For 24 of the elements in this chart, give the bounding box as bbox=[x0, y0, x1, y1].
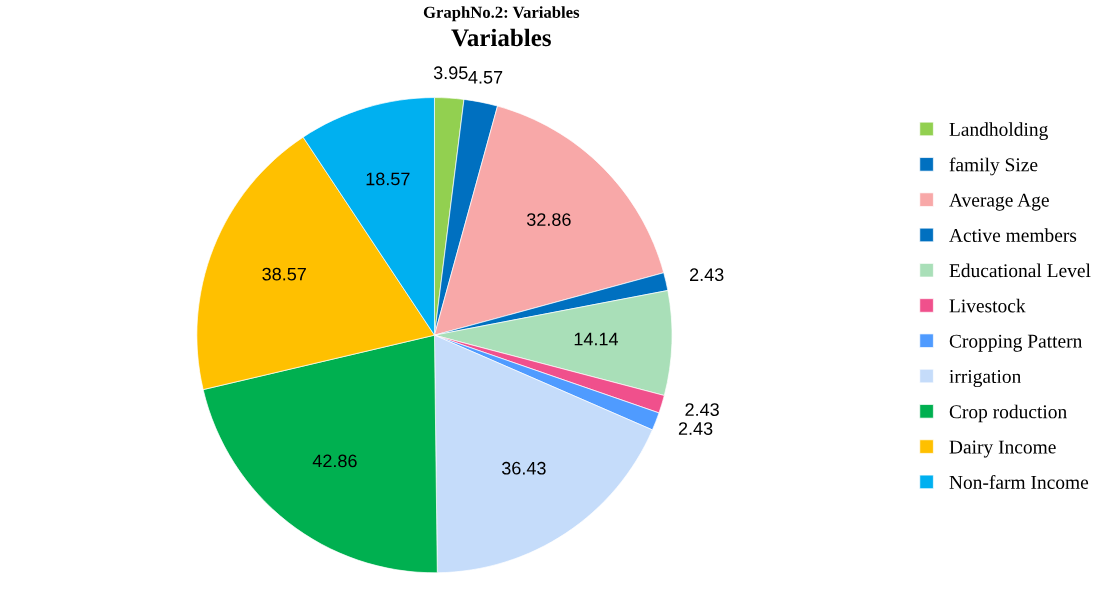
legend-label: Landholding bbox=[949, 122, 1048, 140]
legend-label: Educational Level bbox=[949, 263, 1091, 278]
legend-label: Crop roduction bbox=[949, 404, 1067, 423]
legend-label: irrigation bbox=[949, 369, 1021, 388]
data-label: 18.57 bbox=[366, 172, 410, 186]
legend-label: Livestock bbox=[949, 298, 1026, 313]
legend-label: family Size bbox=[949, 157, 1038, 176]
data-label: 2.43 bbox=[690, 268, 724, 282]
text: GraphNo.2: Variables bbox=[423, 6, 580, 22]
data-label: 2.43 bbox=[685, 403, 719, 417]
legend-label: Active members bbox=[949, 228, 1077, 242]
data-label: 14.14 bbox=[574, 332, 619, 346]
legend-label: Non-farm Income bbox=[949, 475, 1089, 489]
data-label: 36.43 bbox=[501, 461, 546, 475]
data-label: 38.57 bbox=[262, 267, 306, 281]
data-label: 2.43 bbox=[678, 422, 713, 435]
data-label: 4.57 bbox=[468, 71, 503, 84]
legend-label: Average Age bbox=[949, 193, 1049, 211]
chart-title: Variables bbox=[451, 28, 551, 47]
data-label: 3.95 bbox=[433, 66, 468, 80]
data-label: 42.86 bbox=[312, 454, 357, 468]
data-label: 32.86 bbox=[526, 213, 571, 226]
legend-label: Dairy Income bbox=[949, 440, 1056, 458]
legend-label: Cropping Pattern bbox=[949, 334, 1083, 352]
